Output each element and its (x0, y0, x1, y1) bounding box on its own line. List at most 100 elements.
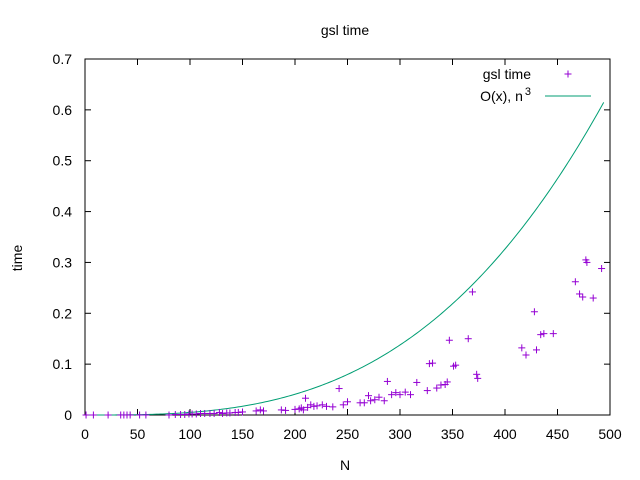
data-point (464, 335, 472, 343)
data-point (388, 391, 396, 399)
chart-title: gsl time (321, 22, 369, 38)
data-point (142, 411, 150, 419)
data-point (260, 407, 267, 415)
y-tick-label: 0.2 (53, 305, 73, 321)
x-tick-label: 50 (130, 426, 146, 442)
x-tick-label: 150 (231, 426, 255, 442)
data-point (291, 405, 299, 413)
data-point (576, 290, 584, 298)
data-point (310, 402, 318, 410)
y-tick-label: 0.6 (53, 102, 73, 118)
data-point (443, 378, 451, 386)
data-point (299, 406, 307, 414)
data-point (318, 401, 326, 409)
data-point (583, 258, 591, 266)
y-axis-label: time (9, 245, 25, 272)
y-ticks: 0 0.1 0.2 0.3 0.4 0.5 0.6 0.7 (53, 51, 610, 423)
data-point (392, 389, 400, 397)
x-tick-label: 100 (178, 426, 202, 442)
data-point (323, 402, 330, 410)
x-tick-label: 0 (81, 426, 89, 442)
data-point (126, 411, 134, 419)
data-point (375, 393, 383, 401)
data-point (252, 407, 260, 415)
legend-label-o-n3-sup: 3 (525, 86, 531, 98)
x-tick-label: 500 (598, 426, 622, 442)
data-point (82, 411, 90, 419)
y-tick-label: 0.4 (53, 204, 73, 220)
y-tick-label: 0 (64, 407, 72, 423)
y-tick-label: 0.7 (53, 51, 73, 67)
y-tick-label: 0.3 (53, 254, 73, 270)
data-point (367, 397, 375, 405)
plot-frame (84, 58, 611, 416)
data-point (396, 391, 404, 399)
y-tick-label: 0.1 (53, 356, 73, 372)
data-point (380, 397, 388, 405)
data-point (307, 401, 315, 409)
x-tick-label: 350 (441, 426, 465, 442)
legend-label-o-n3-main: O(x), n (480, 88, 523, 104)
data-point (383, 377, 391, 385)
series-curve (85, 102, 605, 416)
y-tick-label: 0.5 (53, 153, 73, 169)
data-point (425, 360, 433, 368)
data-point (540, 330, 548, 338)
data-point (413, 378, 421, 386)
data-point (598, 265, 606, 273)
data-point (571, 278, 579, 286)
data-point (530, 308, 538, 316)
data-point (219, 409, 227, 417)
data-point (371, 396, 379, 404)
x-tick-label: 200 (283, 426, 307, 442)
data-point (423, 387, 431, 395)
data-point (136, 411, 144, 419)
x-tick-label: 400 (493, 426, 517, 442)
data-point (474, 374, 482, 382)
data-point (468, 288, 476, 296)
data-point (437, 381, 445, 389)
x-tick-label: 300 (388, 426, 412, 442)
data-point (473, 370, 481, 378)
legend-label-gsl-time: gsl time (483, 66, 531, 82)
data-point (365, 392, 372, 400)
data-point (452, 361, 460, 369)
x-tick-label: 450 (546, 426, 570, 442)
data-point (407, 391, 414, 399)
data-point (215, 408, 223, 416)
data-point (165, 411, 173, 419)
data-point (579, 293, 587, 301)
data-point (429, 359, 437, 367)
data-point (549, 330, 557, 338)
data-point (445, 336, 453, 344)
data-point (329, 403, 337, 411)
data-point (335, 385, 343, 393)
x-ticks: 0 50 100 150 200 250 300 350 400 450 500 (81, 59, 622, 442)
axes (84, 58, 611, 416)
data-point (89, 411, 97, 419)
data-point (533, 346, 540, 354)
data-point (360, 399, 368, 407)
data-point (302, 394, 309, 402)
data-point (589, 294, 597, 302)
data-point (313, 402, 321, 410)
x-tick-label: 250 (336, 426, 360, 442)
data-point (522, 351, 530, 359)
series-points (82, 256, 606, 419)
data-point (256, 406, 264, 414)
data-point (226, 409, 234, 417)
data-point (401, 388, 409, 396)
data-point (344, 398, 351, 406)
data-point (537, 331, 545, 339)
x-axis-label: N (340, 457, 350, 473)
data-point (518, 344, 526, 352)
data-point (339, 401, 347, 409)
data-point (104, 411, 112, 419)
data-point (210, 409, 218, 417)
data-point (282, 406, 290, 414)
data-point (234, 408, 242, 416)
data-point (239, 408, 246, 416)
